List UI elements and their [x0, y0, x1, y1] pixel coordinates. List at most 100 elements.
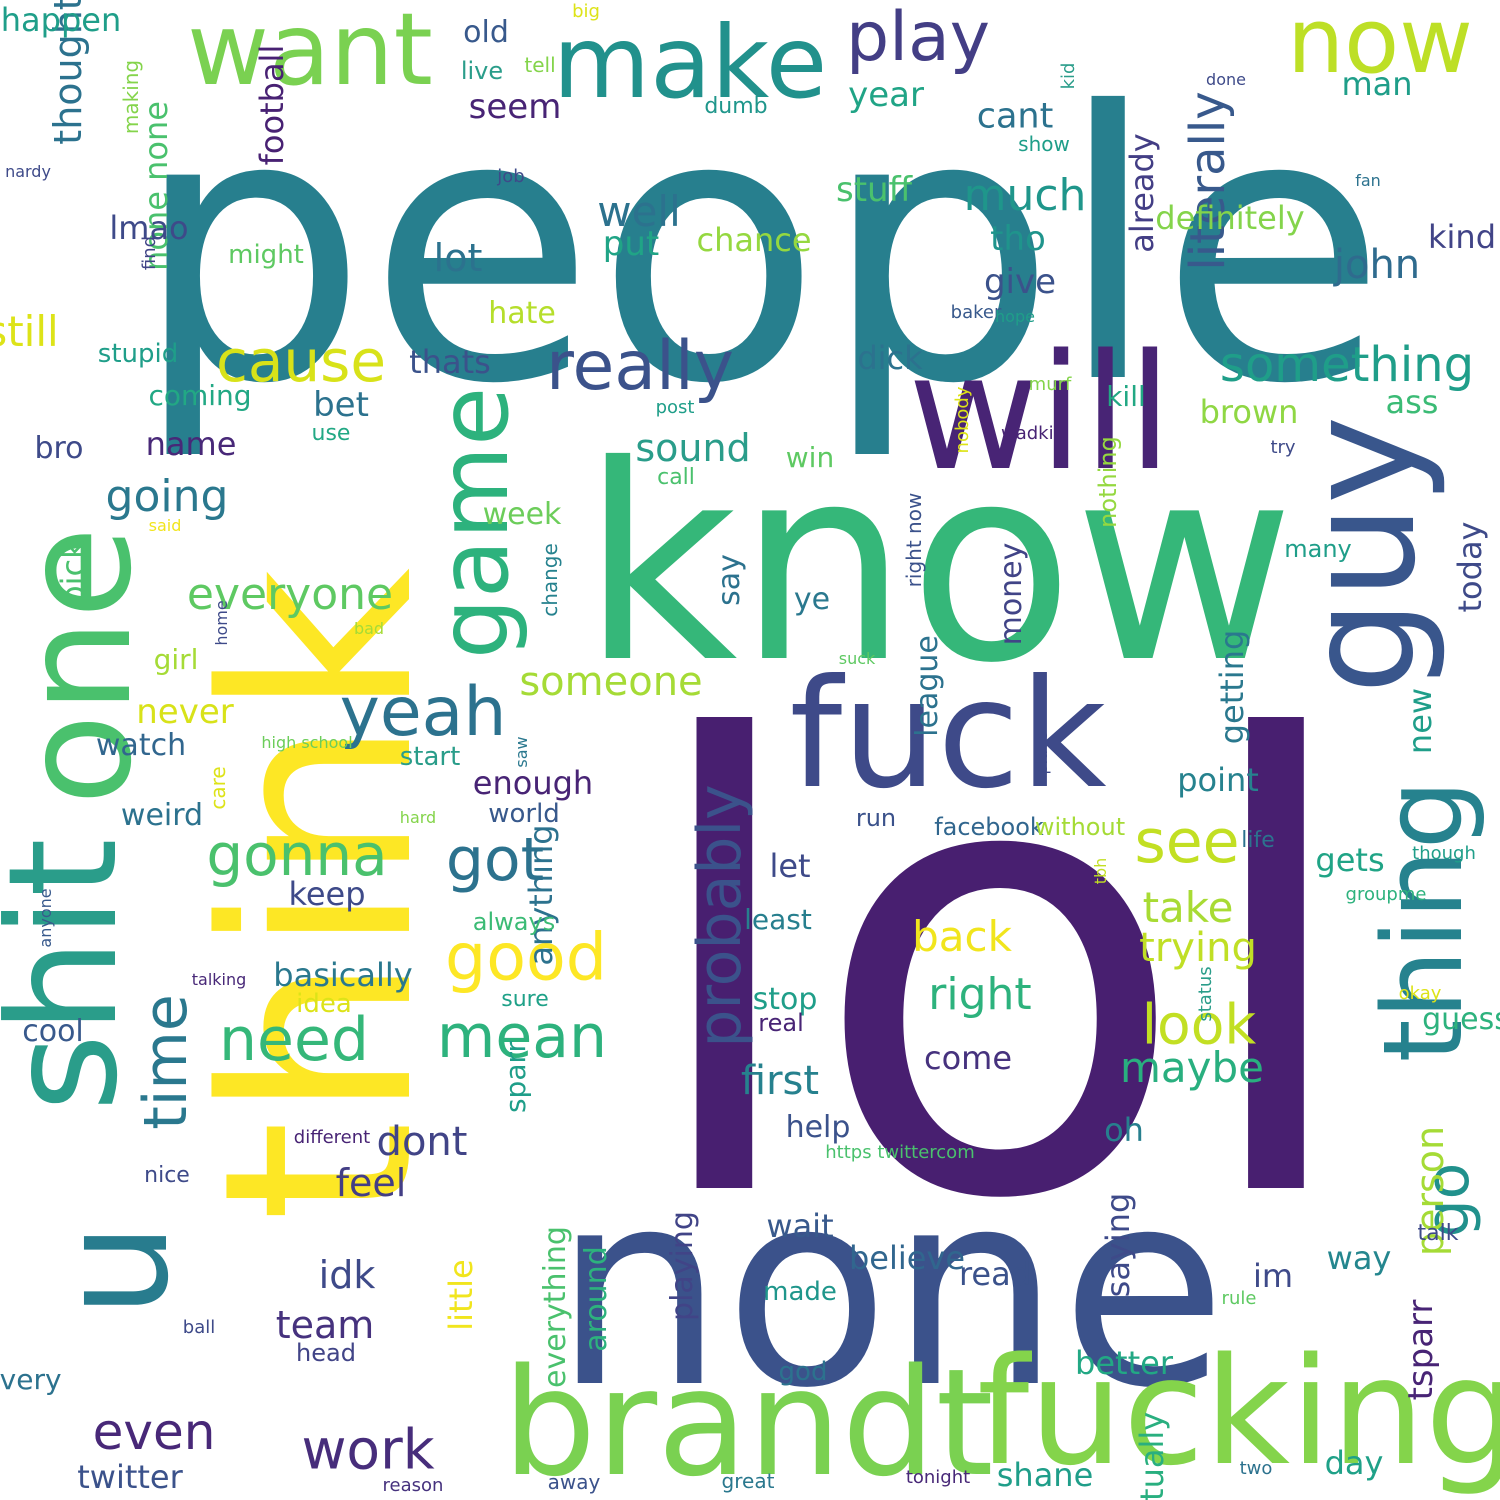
- word-right: right: [928, 969, 1032, 1020]
- word-weird: weird: [120, 798, 204, 833]
- word-live: live: [460, 57, 504, 85]
- word-better: better: [1075, 1344, 1173, 1382]
- word-chance: chance: [696, 221, 812, 259]
- word-need: need: [219, 1005, 369, 1075]
- word-believe: believe: [848, 1239, 966, 1277]
- word-hope: hope: [995, 307, 1035, 326]
- word-kind: kind: [1427, 218, 1497, 256]
- word-high-school: high school: [261, 733, 353, 752]
- word-put: put: [602, 224, 660, 264]
- word-home: home: [212, 600, 231, 646]
- word-well: well: [597, 187, 681, 236]
- word-many: many: [1284, 535, 1352, 563]
- word-point: point: [1177, 761, 1259, 799]
- word-rule: rule: [1221, 1288, 1257, 1309]
- word-anyone: anyone: [36, 888, 55, 948]
- word-might: might: [228, 240, 304, 270]
- word-groupme: groupme: [1345, 884, 1427, 905]
- word-man: man: [1341, 65, 1413, 103]
- word-got: got: [445, 825, 545, 895]
- word-cause: cause: [215, 327, 387, 395]
- word-start: start: [399, 742, 461, 772]
- word-time: time: [131, 994, 201, 1130]
- word-everything: everything: [538, 1226, 573, 1388]
- word-today: today: [1451, 521, 1489, 613]
- word-shane: shane: [996, 1456, 1094, 1494]
- word-show: show: [1018, 132, 1070, 156]
- word-ass: ass: [1385, 383, 1439, 421]
- word-someone: someone: [519, 659, 703, 705]
- word-head: head: [296, 1339, 356, 1367]
- word-everyone: everyone: [186, 569, 394, 620]
- word-baker: baker: [950, 302, 1002, 323]
- word-stuff: stuff: [835, 170, 913, 210]
- word-coming: coming: [148, 379, 252, 412]
- word-job: job: [497, 166, 525, 187]
- word-fuck: fuck: [789, 648, 1107, 822]
- word-getting: getting: [1213, 629, 1251, 745]
- word-sparr: sparr: [499, 1040, 532, 1114]
- word-tsparr: tsparr: [1401, 1299, 1441, 1401]
- word-facebook: facebook: [934, 813, 1044, 841]
- word-away: away: [547, 1470, 601, 1494]
- word-will: will: [907, 319, 1173, 506]
- word-dont: dont: [376, 1119, 468, 1165]
- word-different: different: [293, 1127, 371, 1148]
- word-life: life: [1241, 828, 1275, 853]
- word-fucking: fucking: [977, 1326, 1500, 1498]
- word-dick: dick: [857, 339, 923, 377]
- word-anything: anything: [522, 824, 560, 966]
- word-read: read: [958, 1255, 1032, 1293]
- word-dumb: dumb: [704, 94, 768, 119]
- word-world: world: [488, 799, 560, 829]
- word-big: big: [572, 1, 600, 22]
- word-gonna: gonna: [206, 821, 388, 889]
- word-use: use: [311, 421, 351, 446]
- word-tho: tho: [990, 219, 1046, 259]
- word-kill: kill: [1106, 380, 1146, 413]
- word-bet: bet: [313, 385, 369, 425]
- word-people: people: [132, 35, 1388, 465]
- word-brandt: brandt: [502, 1337, 994, 1500]
- word-money: money: [994, 542, 1029, 646]
- word-said: said: [148, 516, 182, 535]
- word-around: around: [579, 1246, 614, 1352]
- word-two: two: [1239, 1458, 1273, 1479]
- word-change: change: [538, 543, 562, 617]
- word-okay: okay: [1398, 983, 1442, 1004]
- word-maybe: maybe: [1119, 1043, 1265, 1092]
- word-yeah: yeah: [339, 673, 507, 752]
- word-mean: mean: [436, 1002, 608, 1072]
- word-help: help: [785, 1110, 851, 1145]
- word-enough: enough: [472, 764, 594, 802]
- word-shit: shit: [0, 838, 151, 1112]
- word-always: always: [472, 908, 556, 936]
- word-making: making: [119, 59, 143, 135]
- word-say: say: [712, 554, 747, 606]
- word-tbh: tbh: [1091, 857, 1110, 885]
- word-way: way: [1326, 1239, 1392, 1277]
- word-really: really: [546, 327, 734, 406]
- word-every: every: [0, 1363, 62, 1396]
- word-definitely: definitely: [1155, 199, 1305, 237]
- word-happen: happen: [0, 1, 122, 39]
- word-win: win: [785, 441, 835, 474]
- word-feel: feel: [335, 1161, 407, 1205]
- word-idk: idk: [318, 1253, 376, 1297]
- word-bro: bro: [34, 431, 84, 466]
- word-day: day: [1324, 1444, 1384, 1482]
- word-made: made: [763, 1277, 837, 1307]
- word-seem: seem: [468, 87, 562, 127]
- word-call: call: [657, 465, 695, 490]
- word-wait: wait: [766, 1207, 834, 1245]
- word-back: back: [912, 912, 1012, 961]
- word-keep: keep: [288, 875, 366, 913]
- word-care: care: [206, 766, 230, 810]
- word-hate: hate: [488, 296, 556, 331]
- word-let: let: [769, 847, 811, 885]
- word-wadkin: wadkin: [1000, 423, 1066, 444]
- word-now: now: [1287, 0, 1473, 94]
- word-girl: girl: [153, 643, 199, 676]
- word-work: work: [301, 1417, 435, 1482]
